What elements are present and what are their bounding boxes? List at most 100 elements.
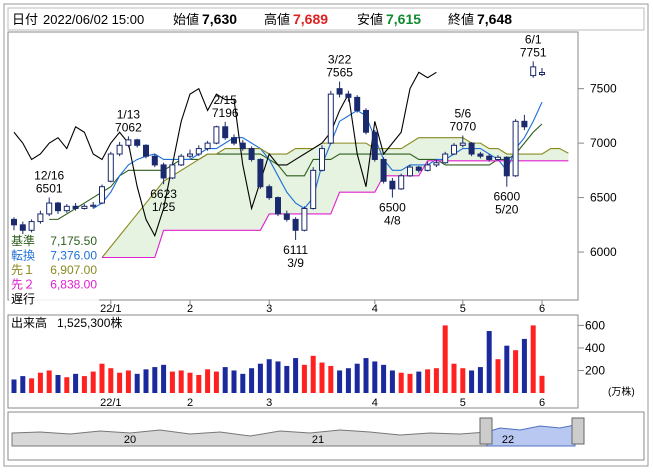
candle-body [521,120,528,128]
legend-value: 7,376.00 [50,249,97,263]
legend-value: 6,907.00 [50,263,97,277]
annotation-value: 7751 [520,45,547,59]
candle-body [19,224,26,231]
candle-body [539,72,545,75]
candle-body [37,213,44,223]
indicator-line [49,123,543,220]
x-tick-label: 2 [187,397,193,409]
volume-bar [328,365,334,393]
volume-bar [301,364,307,393]
volume-current: 1,525,300株 [57,315,122,330]
x-tick-label: 5 [460,303,466,315]
indicator-line [101,137,569,258]
volume-bar [337,370,343,393]
x-tick-label: 22/1 [100,303,121,315]
y-tick-label: 400 [585,341,605,355]
volume-bar [249,368,255,393]
volume-bar [363,358,369,393]
candle-body [266,186,273,199]
price-panel [7,31,579,301]
navigator-label: 22 [502,434,514,446]
x-tick-label: 22/1 [100,397,121,409]
volume-bar [64,377,70,393]
low-label: 安値 [357,12,383,27]
volume-bar [178,370,184,393]
volume-bar [460,368,466,393]
annotation-value: 6111 [283,243,308,257]
candle-body [99,186,105,204]
open: 7,630 [202,11,237,27]
candle-body [327,93,334,144]
volume-bar [354,363,360,393]
x-tick-label: 5 [460,397,466,409]
annotation-date: 1/25 [152,200,176,214]
legend-name: 先１ [11,263,35,277]
volume-bar [143,369,149,393]
candle-body [46,202,53,215]
candle-body [407,166,413,177]
candle-body [169,164,176,179]
legend-name: 先２ [11,278,35,292]
candle-body [433,162,440,166]
volume-bar [275,361,281,393]
open-label: 始値 [173,12,199,27]
volume-bar [196,374,202,393]
annotation-value: 7565 [326,66,353,80]
close-label: 終値 [448,12,474,27]
candle-body [451,144,457,155]
candle-body [275,197,281,215]
header-bar [7,7,645,31]
candle-body [486,155,493,160]
candle-body [151,155,158,166]
volume-bar [169,371,175,393]
legend-value: 6,838.00 [50,278,97,292]
high-label: 高値 [264,12,290,27]
candle-body [231,137,237,144]
indicator-line [92,101,543,210]
legend-bg [9,292,99,306]
x-tick-label: 6 [539,303,545,315]
volume-bar [451,363,457,393]
volume-bar [284,365,290,393]
volume-bar [319,362,325,393]
low: 7,615 [386,11,421,27]
volume-bar [486,331,492,393]
navigator-label: 20 [124,434,136,446]
annotation-date: 1/13 [117,107,141,121]
volume-bar [99,363,105,393]
volume-bar [504,345,510,393]
candle-body [81,205,88,209]
annotation-date: 6/1 [525,32,542,46]
legend-bg [9,234,99,248]
candle-body [442,153,449,164]
candle-body [222,126,229,139]
volume-bar [416,371,422,393]
candle-body [55,202,61,212]
annotation-value: 7070 [449,119,476,133]
candle-body [363,109,369,133]
volume-bar [240,373,246,393]
candle-body [424,164,431,171]
annotation-date: 3/9 [287,256,304,270]
volume-bar [372,361,378,393]
navigator-handle[interactable] [479,417,493,445]
candle-body [239,142,246,150]
navigator-handle[interactable] [571,417,585,445]
volume-bar [495,359,501,393]
annotation-value: 7196 [212,106,239,120]
candle-body [107,153,114,182]
legend-value: 7,175.50 [50,234,97,248]
y-tick-label: 6000 [590,245,617,259]
candle-body [310,169,317,209]
annotation-value: 7062 [115,120,142,134]
candle-body [495,156,501,160]
volume-bar [108,368,114,393]
candle-body [354,96,361,111]
volume-bar [257,363,263,393]
annotation-date: 2/15 [214,93,238,107]
candle-body [187,153,193,157]
volume-bar [293,358,299,393]
volume-bar [389,370,395,393]
